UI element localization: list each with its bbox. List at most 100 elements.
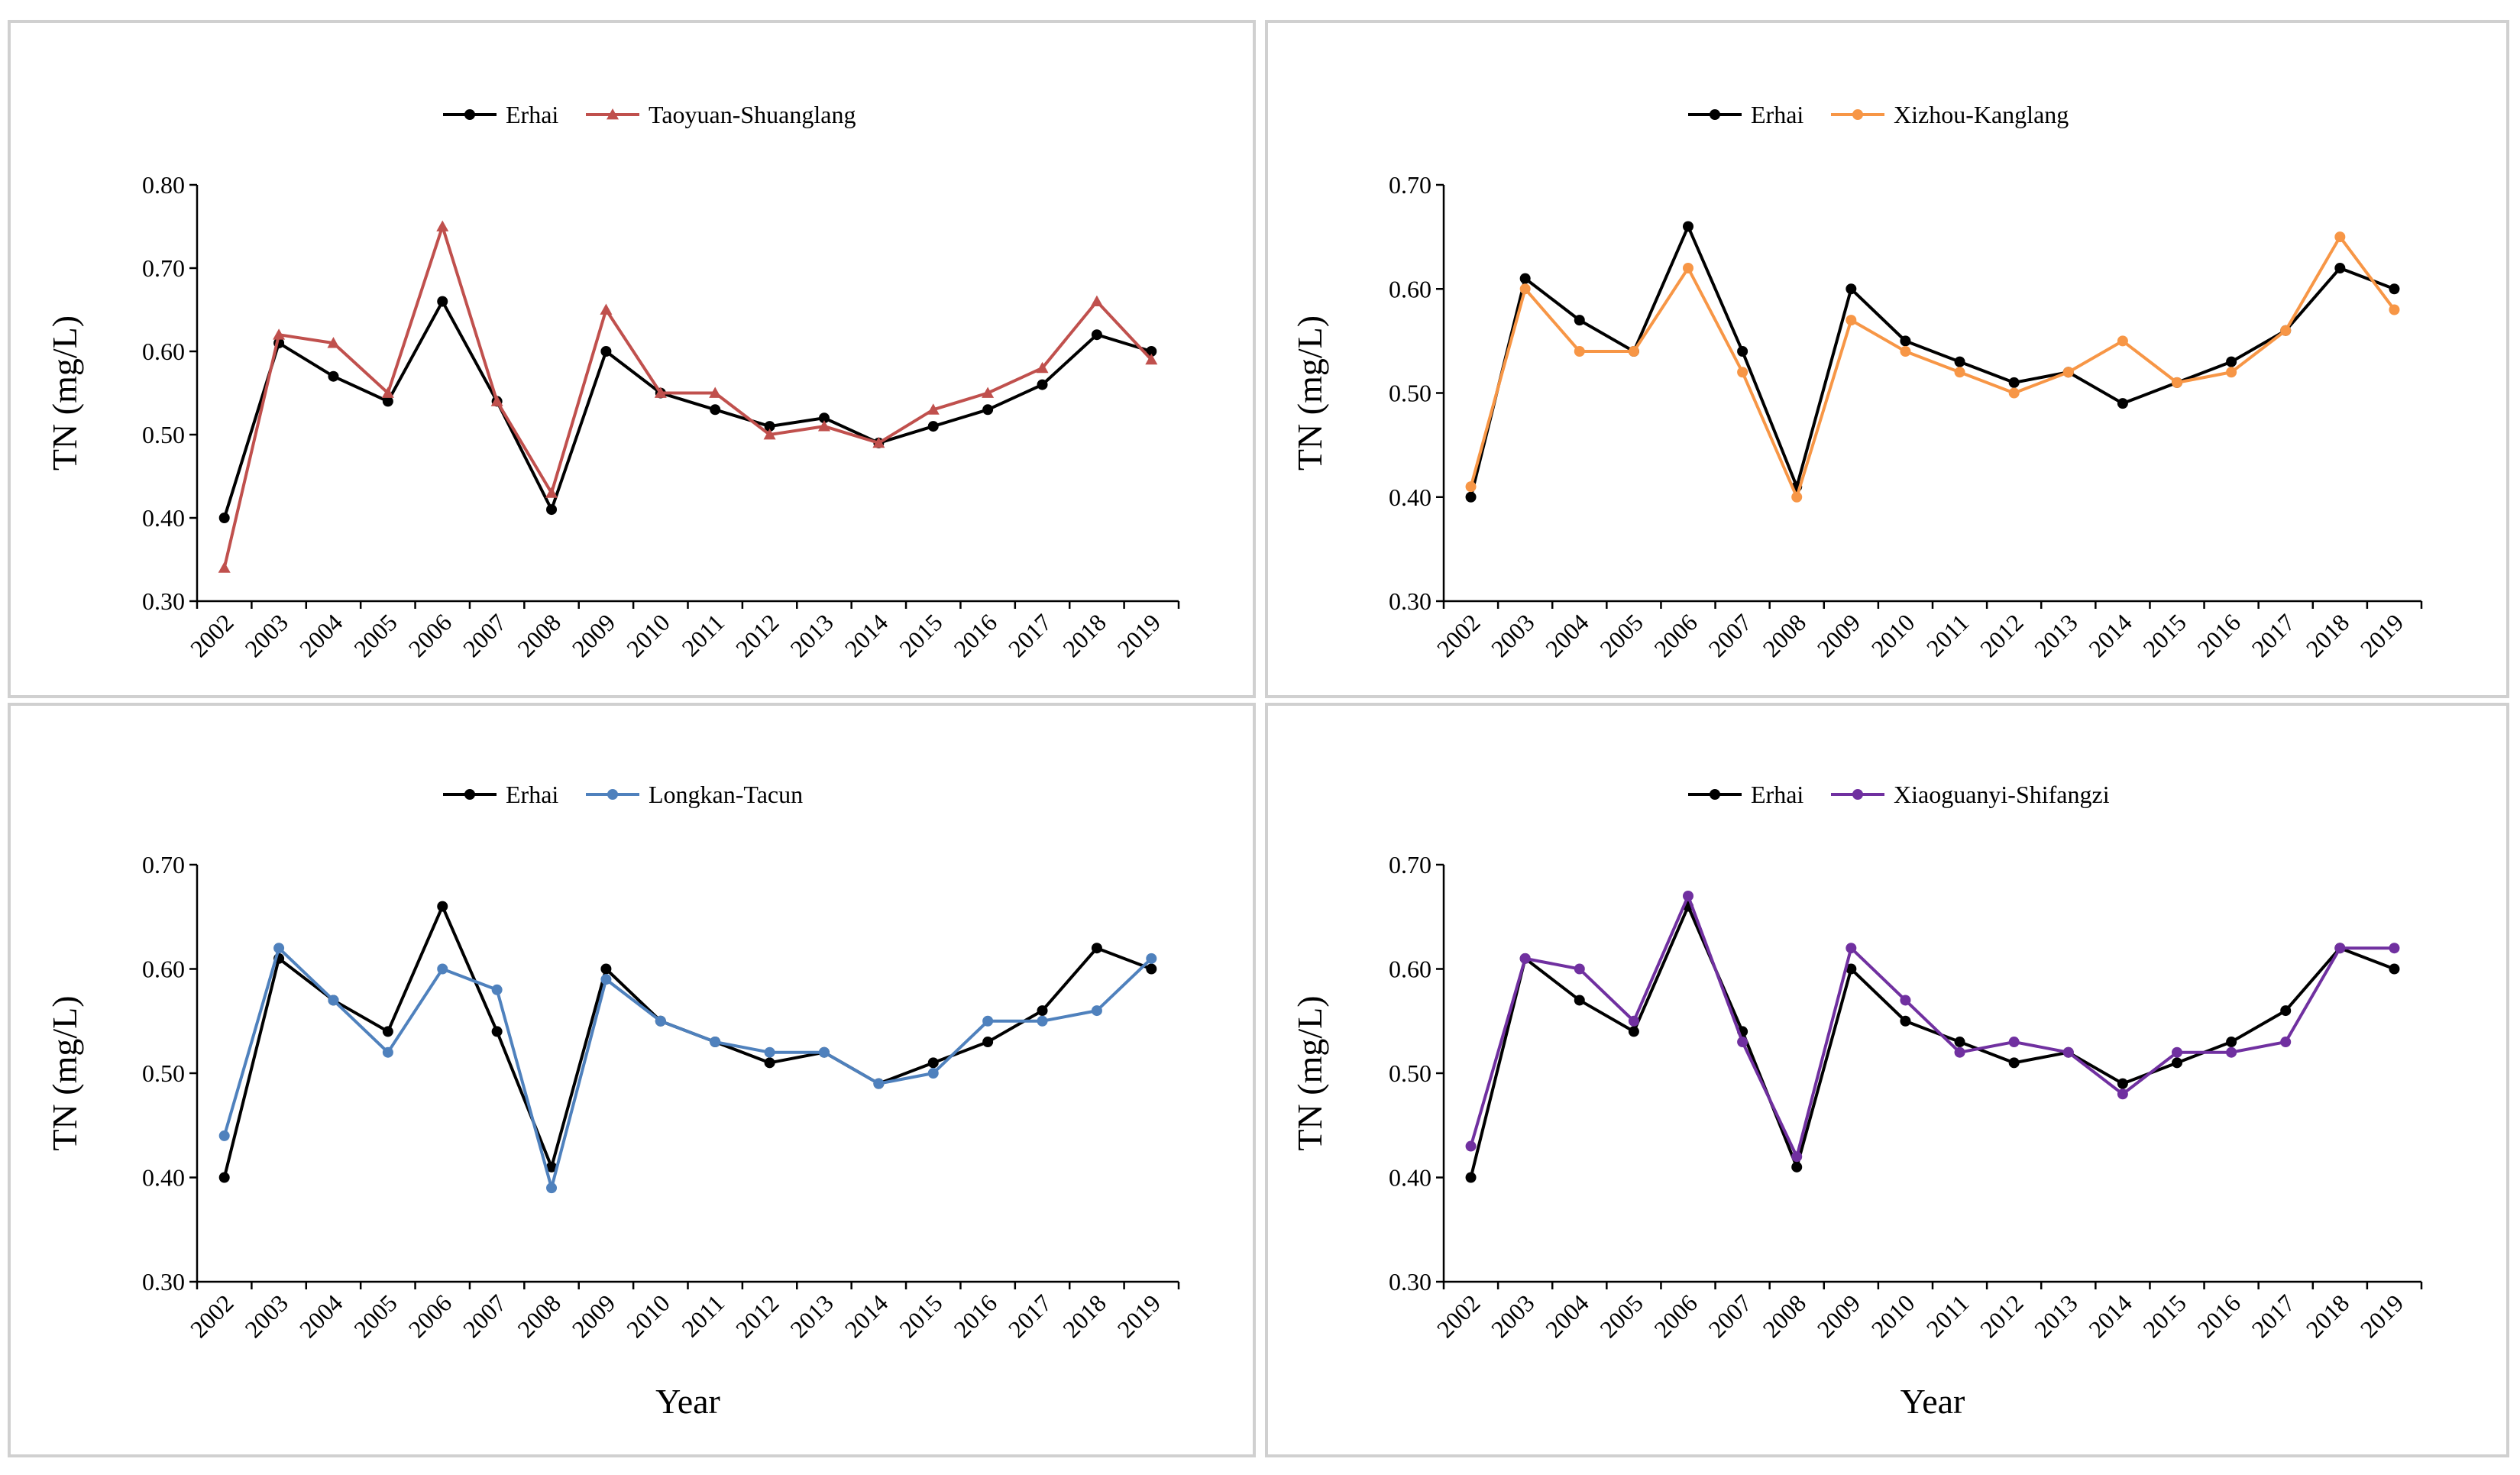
data-point [273,328,286,340]
y-axis-title: TN (mg/L) [1290,995,1329,1150]
y-tick-label: 0.70 [142,851,185,878]
y-tick-label: 0.40 [1389,484,1431,511]
data-point [1465,1140,1477,1152]
data-point [982,387,995,398]
y-tick-label: 0.30 [1389,587,1431,615]
legend-swatch-marker [607,108,619,120]
y-tick-label: 0.50 [1389,380,1431,407]
x-axis-title: Year [1901,1382,1965,1421]
data-point [2389,283,2400,295]
series-line [222,299,1152,519]
data-point [1091,943,1102,954]
data-point [1146,963,1157,975]
data-point [1145,353,1158,365]
data-point [491,1026,503,1037]
data-point [436,220,449,231]
data-point [1954,356,1965,367]
y-tick-label: 0.30 [142,587,185,615]
data-point [328,995,339,1006]
data-point [710,404,721,416]
data-point [328,370,339,382]
legend-label: Erhai [506,101,558,128]
data-point [2334,263,2346,273]
data-point [763,429,776,440]
legend-label: Longkan-Tacun [649,781,803,808]
data-point [1519,953,1531,964]
data-point [437,901,448,912]
y-tick-label: 0.80 [142,171,185,199]
data-point [1091,1005,1102,1017]
legend-label: Xizhou-Kanglang [1894,101,2069,128]
data-point [873,1078,885,1089]
y-tick-label: 0.50 [142,1059,185,1087]
data-point [1900,1015,1911,1027]
data-point [655,1015,666,1027]
legend-swatch-marker [607,789,618,800]
legend-item: Erhai [1688,101,1803,128]
panel-frame-top-right [1265,20,2509,698]
data-point [1519,273,1531,284]
data-point [490,395,503,406]
data-point [2117,398,2128,409]
data-point [1954,1037,1965,1048]
legend-label: Erhai [506,781,558,808]
y-axis-title: TN (mg/L) [1290,315,1329,471]
data-point [2008,387,2020,399]
data-point [382,396,393,407]
data-point [1574,995,1585,1006]
series-line [1469,904,2395,1178]
data-point [1791,491,1803,503]
y-axis-title: TN (mg/L) [45,995,84,1150]
data-point [927,421,939,432]
data-point [600,963,612,975]
legend-swatch-marker [464,789,475,800]
data-point [218,1130,230,1141]
data-point [2280,1037,2292,1048]
data-point [437,296,448,307]
data-point [1683,890,1693,901]
data-point [2280,325,2292,336]
legend-item: Erhai [443,101,558,128]
data-point [1036,361,1049,374]
data-point [437,963,448,975]
data-point [2172,1057,2182,1069]
y-tick-label: 0.60 [1389,275,1431,302]
y-axis-title: TN (mg/L) [45,315,84,471]
data-point [1628,1015,1639,1027]
data-point [2172,377,2182,388]
series-line [222,225,1153,568]
data-point [1737,346,1748,357]
data-point [218,1172,230,1183]
data-point [2389,963,2400,975]
data-point [1091,329,1102,341]
legend-swatch-marker [464,109,475,120]
data-point [600,303,613,315]
data-point [1037,379,1048,390]
data-point [546,1182,558,1194]
y-tick-label: 0.60 [142,338,185,365]
legend-label: Erhai [1751,781,1803,808]
data-point [817,420,830,432]
data-point [1465,491,1477,503]
data-point [709,387,722,398]
legend-item: Erhai [443,781,558,808]
series-line [222,946,1153,1190]
data-point [2117,1088,2128,1100]
data-point [218,561,231,573]
data-point [1146,953,1157,964]
data-point [1900,346,1911,357]
data-point [927,1057,939,1069]
data-point [491,984,503,995]
data-point [2389,304,2400,315]
series-longkan-tacun [218,943,1157,1194]
data-point [381,387,394,398]
data-point [2226,367,2237,378]
series-xizhou-kanglang [1465,231,2400,503]
data-point [654,387,667,398]
data-point [1683,221,1693,232]
legend-swatch-marker [1710,109,1720,120]
y-tick-label: 0.40 [1389,1164,1431,1192]
data-point [1900,335,1911,347]
legend-swatch-marker [1710,789,1720,800]
